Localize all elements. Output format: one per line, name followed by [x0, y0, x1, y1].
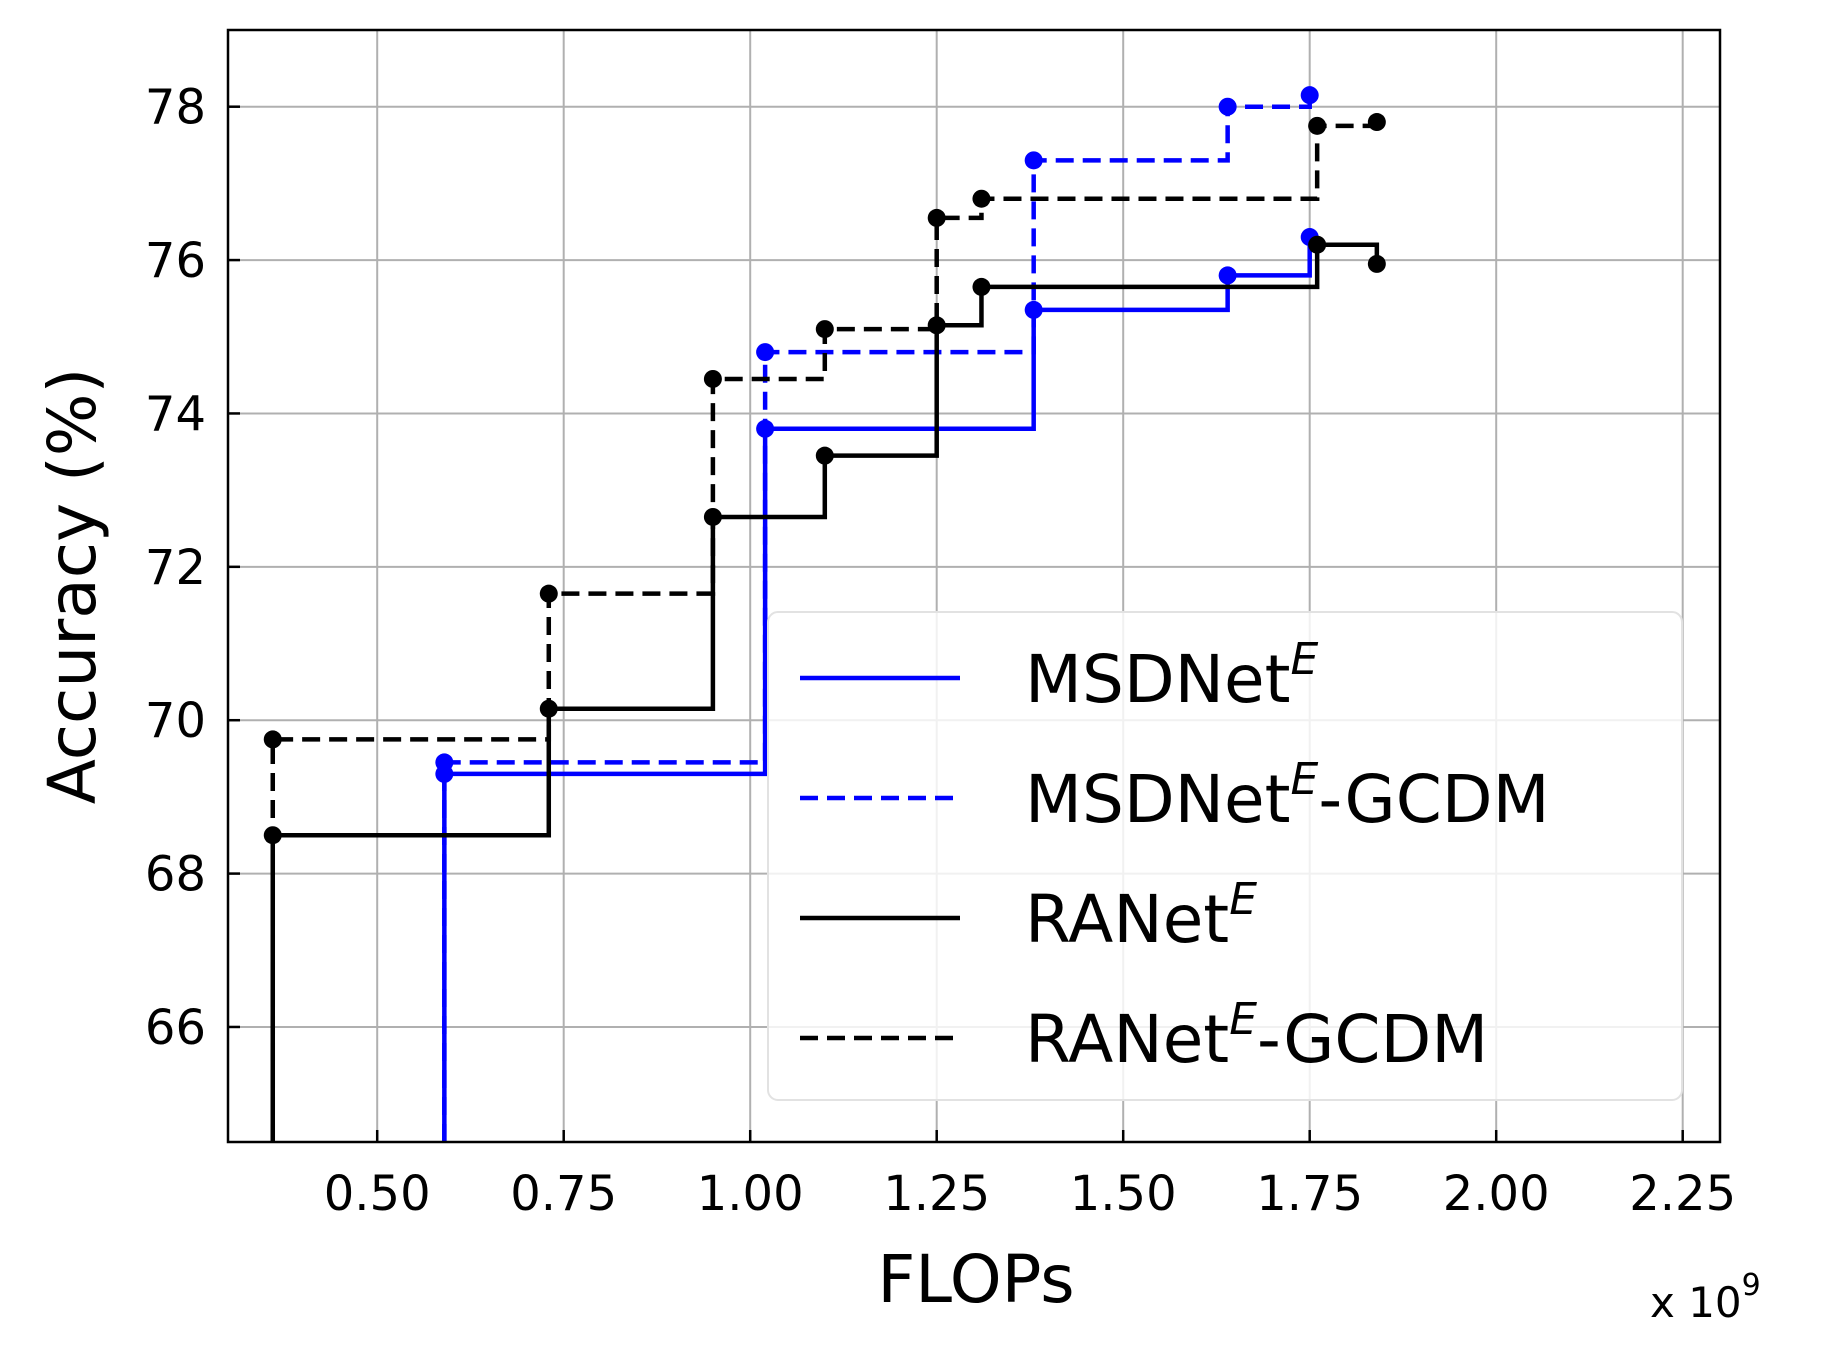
plot-frame [226, 28, 1722, 1144]
y-axis-title: Accuracy (%) [34, 368, 111, 805]
data-point-2 [927, 316, 946, 335]
data-point-1 [435, 753, 454, 772]
data-point-3 [539, 584, 558, 603]
legend-label-3: RANetE-GCDM [1025, 994, 1488, 1078]
series-line-2 [270, 242, 1380, 1142]
data-point-2 [703, 507, 722, 526]
data-point-2 [1367, 254, 1386, 273]
legend-label-name: MSDNet [1025, 641, 1291, 718]
y-tick-label: 74 [145, 386, 206, 442]
x-tick-label: 2.25 [1629, 1166, 1736, 1222]
y-tick-label: 66 [145, 1000, 206, 1056]
data-point-0 [1218, 266, 1237, 285]
x-tick-label: 0.50 [324, 1166, 431, 1222]
legend-label-suffix: -GCDM [1257, 1001, 1488, 1078]
x-tick-label: 2.00 [1443, 1166, 1550, 1222]
data-point-3 [927, 208, 946, 227]
legend-label-superscript: E [1229, 874, 1257, 925]
x-tick-label: 1.50 [1070, 1166, 1177, 1222]
y-tick-label: 70 [145, 693, 206, 749]
legend-box [767, 611, 1683, 1101]
x-tick-label: 1.75 [1256, 1166, 1363, 1222]
ticks: 0.50 0.75 1.00 1.25 1.50 1.75 2.00 2.25 66 68 70 72… [145, 80, 1736, 1222]
data-point-3 [972, 189, 991, 208]
y-tick-label: 76 [145, 233, 206, 289]
y-tick-label: 78 [145, 80, 206, 136]
y-tick-label: 72 [145, 540, 206, 596]
data-point-2 [972, 277, 991, 296]
x-tick-label: 1.25 [883, 1166, 990, 1222]
legend-label-suffix: -GCDM [1318, 761, 1549, 838]
data-point-0 [1024, 300, 1043, 319]
y-tick-label: 68 [145, 847, 206, 903]
x-axis-multiplier-exponent: 9 [1742, 1268, 1761, 1303]
data-point-3 [703, 369, 722, 388]
legend-label-superscript: E [1229, 994, 1257, 1045]
data-point-2 [539, 699, 558, 718]
data-point-3 [815, 320, 834, 339]
data-point-2 [815, 446, 834, 465]
data-point-3 [263, 730, 282, 749]
x-axis-title: FLOPs [877, 1241, 1074, 1318]
legend-label-name: RANet [1025, 1001, 1229, 1078]
data-point-1 [1300, 86, 1319, 105]
legend-label-name: RANet [1025, 881, 1229, 958]
data-point-2 [263, 826, 282, 845]
legend-label-superscript: E [1291, 634, 1319, 685]
series-line-1 [442, 95, 1312, 1142]
data-point-3 [1308, 116, 1327, 135]
marker-layer [263, 86, 1386, 845]
x-tick-label: 0.75 [510, 1166, 617, 1222]
series-line-0 [442, 237, 1312, 1142]
legend-label-2: RANetE [1025, 874, 1257, 958]
legend-label-0: MSDNetE [1025, 634, 1319, 718]
legend-label-1: MSDNetE-GCDM [1025, 754, 1550, 838]
data-point-2 [1308, 235, 1327, 254]
x-axis-multiplier-base: x 10 [1650, 1278, 1742, 1327]
data-point-3 [1367, 113, 1386, 132]
data-point-1 [1024, 151, 1043, 170]
data-point-1 [1218, 97, 1237, 116]
legend-label-superscript: E [1291, 754, 1319, 805]
x-tick-label: 1.00 [697, 1166, 804, 1222]
series-layer [270, 95, 1380, 1142]
series-line-3 [270, 122, 1380, 1142]
x-axis-multiplier: x 109 [1650, 1268, 1761, 1327]
data-point-1 [756, 343, 775, 362]
grid [228, 30, 1720, 1142]
data-point-0 [756, 419, 775, 438]
legend-label-name: MSDNet [1025, 761, 1291, 838]
